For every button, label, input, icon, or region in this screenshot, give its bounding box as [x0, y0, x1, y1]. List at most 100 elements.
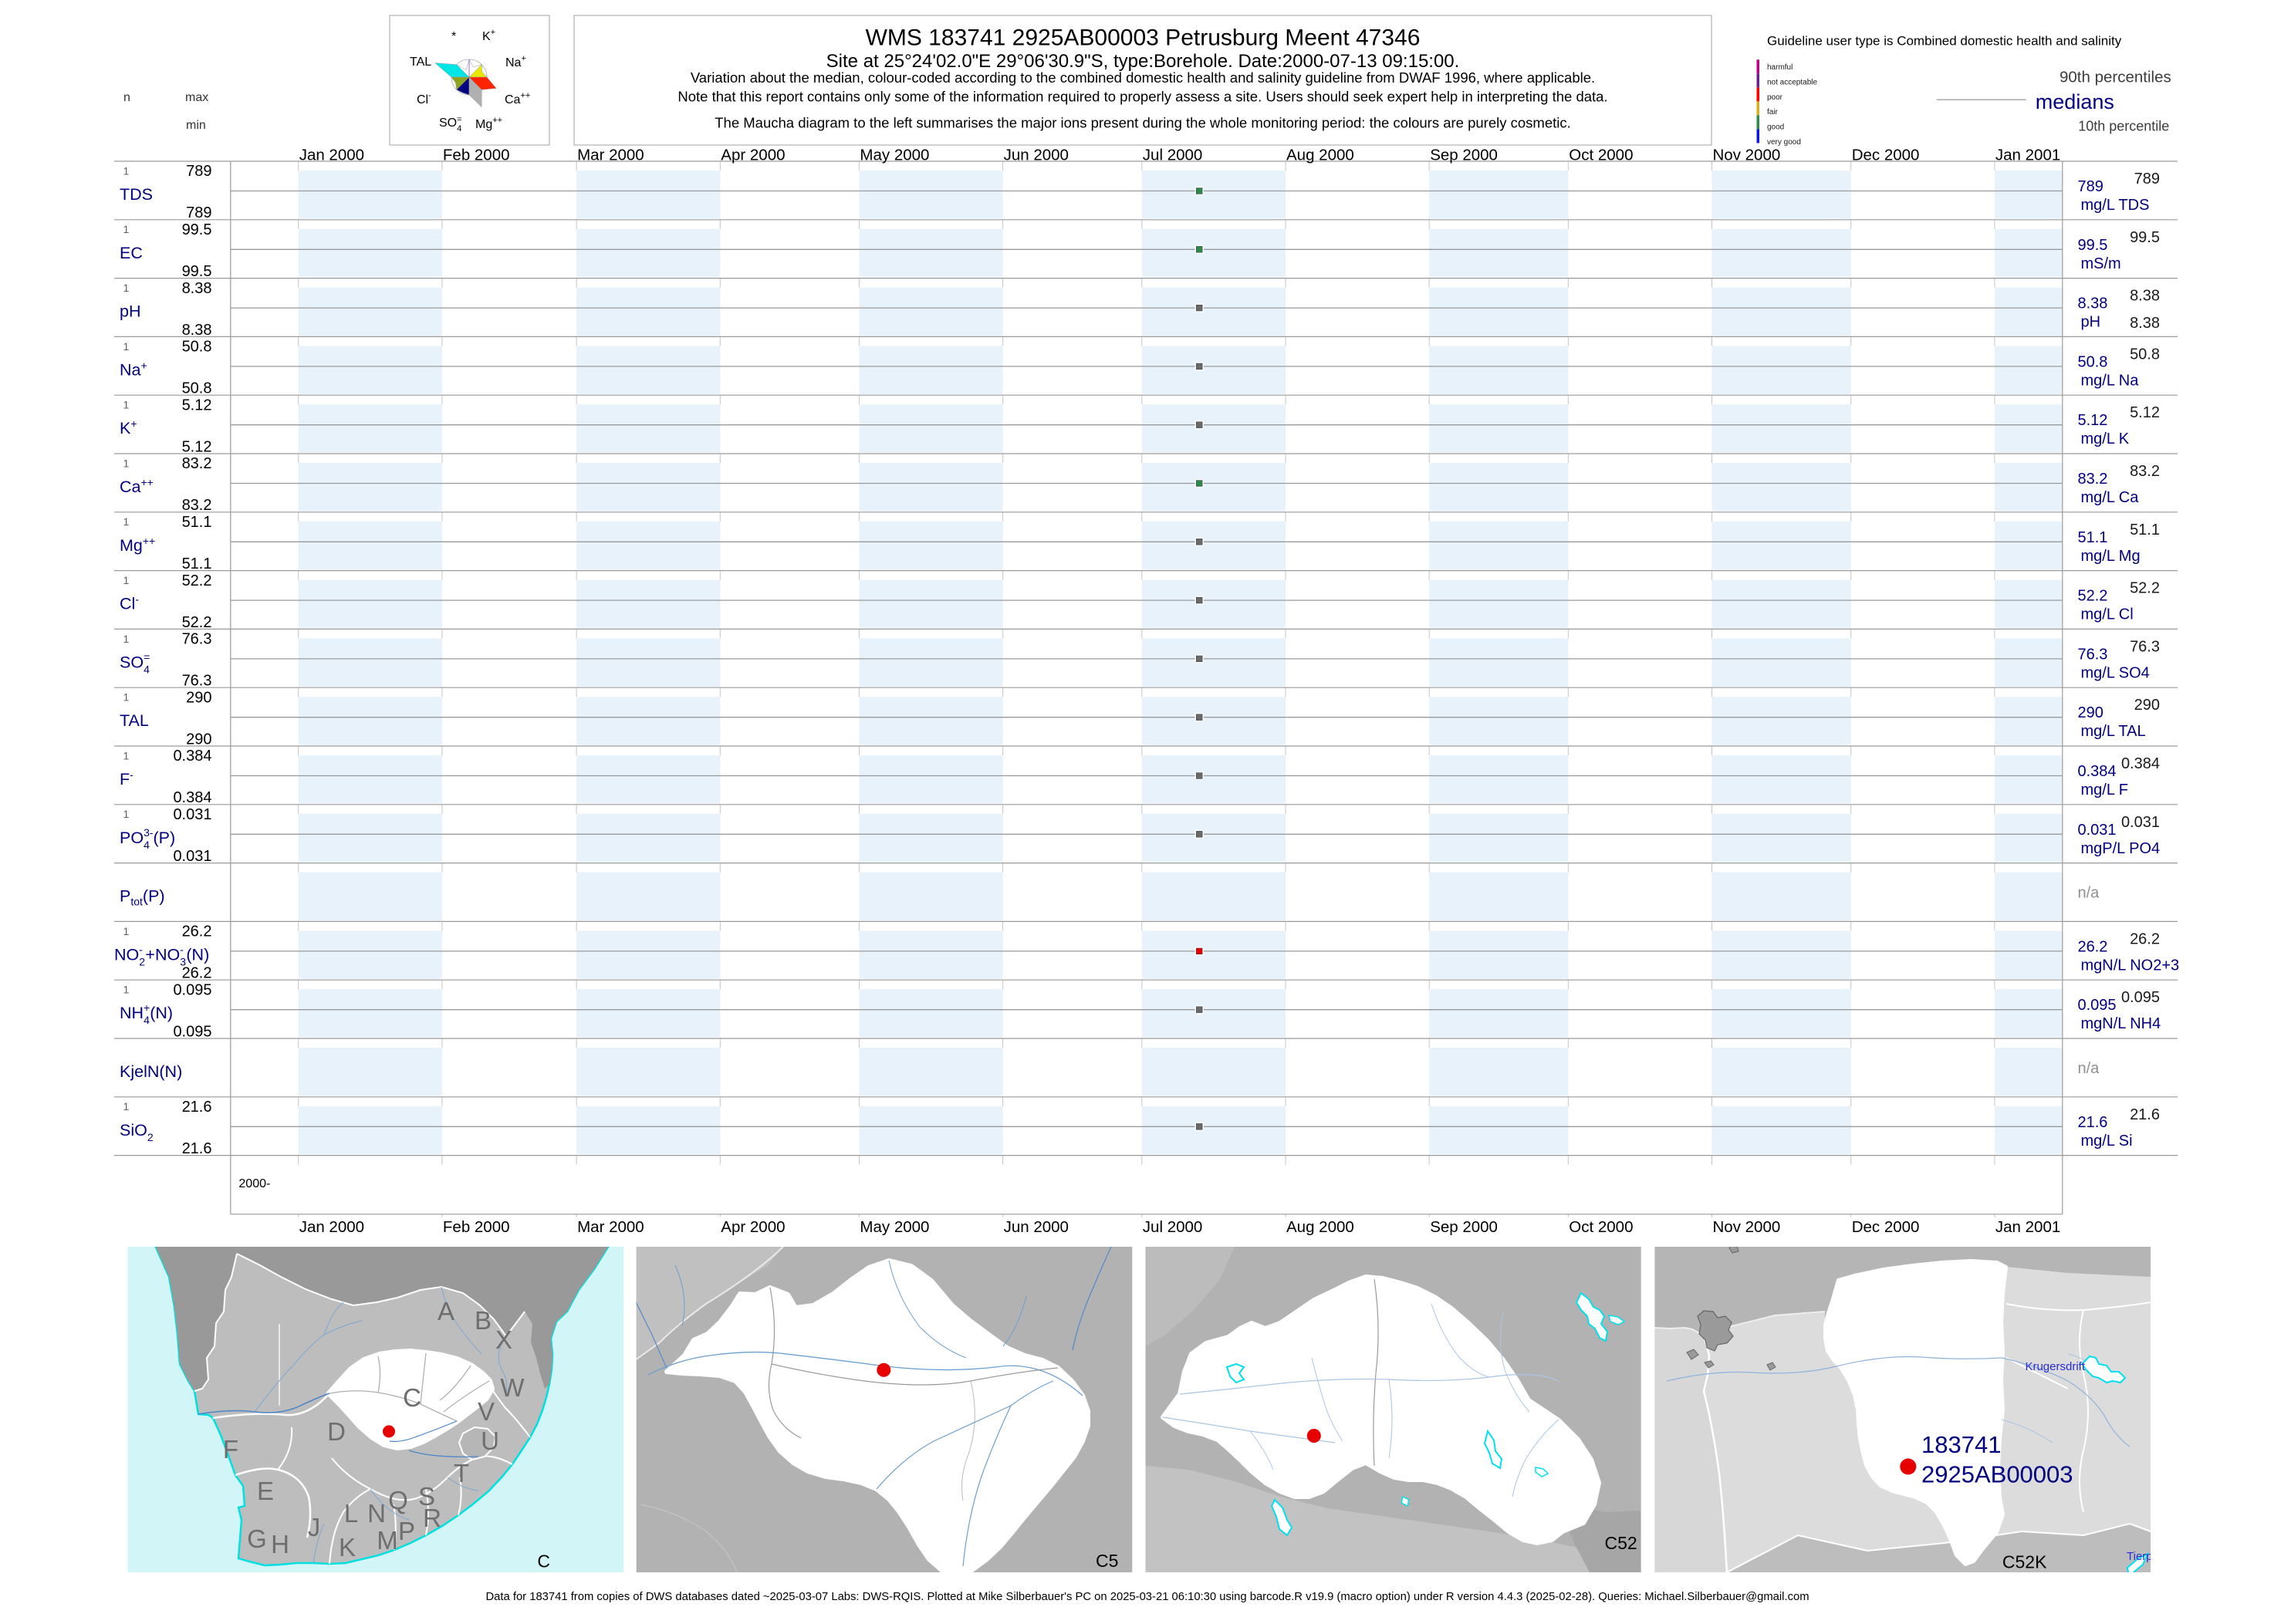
- svg-text:2925AB00003: 2925AB00003: [1921, 1461, 2073, 1488]
- svg-text:mg/L Mg: mg/L Mg: [2081, 548, 2141, 565]
- svg-text:Nov 2000: Nov 2000: [1713, 1218, 1781, 1236]
- svg-text:Note that this report contains: Note that this report contains only some…: [678, 89, 1607, 105]
- svg-text:mg/L Cl: mg/L Cl: [2081, 606, 2134, 623]
- svg-text:T: T: [454, 1459, 469, 1487]
- svg-text:mg/L SO4: mg/L SO4: [2081, 664, 2150, 681]
- svg-text:Jan 2000: Jan 2000: [299, 1218, 364, 1236]
- svg-text:Feb 2000: Feb 2000: [443, 146, 510, 164]
- svg-text:50.8: 50.8: [182, 380, 212, 397]
- svg-text:789: 789: [186, 204, 211, 221]
- svg-text:max: max: [185, 91, 208, 104]
- svg-text:8.38: 8.38: [2130, 315, 2160, 332]
- svg-text:D: D: [327, 1417, 346, 1446]
- svg-text:Krugersdrift: Krugersdrift: [2025, 1360, 2085, 1373]
- svg-text:1: 1: [123, 223, 130, 235]
- svg-text:min: min: [186, 119, 206, 132]
- svg-text:mg/L Ca: mg/L Ca: [2081, 489, 2140, 506]
- svg-text:1: 1: [123, 574, 130, 586]
- svg-text:B: B: [475, 1306, 492, 1335]
- svg-text:8.38: 8.38: [2130, 288, 2160, 305]
- svg-text:C: C: [537, 1551, 550, 1572]
- svg-text:1: 1: [123, 457, 130, 469]
- svg-text:1: 1: [123, 282, 130, 294]
- svg-text:E: E: [257, 1477, 274, 1505]
- svg-text:99.5: 99.5: [2130, 229, 2160, 246]
- svg-text:789: 789: [2134, 171, 2160, 187]
- svg-text:Aug 2000: Aug 2000: [1286, 1218, 1354, 1236]
- svg-text:1: 1: [123, 515, 130, 528]
- svg-text:52.2: 52.2: [2130, 580, 2160, 597]
- svg-text:76.3: 76.3: [182, 631, 212, 648]
- svg-text:21.6: 21.6: [2078, 1114, 2108, 1131]
- svg-text:Nov 2000: Nov 2000: [1713, 146, 1781, 164]
- svg-text:H: H: [271, 1530, 289, 1558]
- svg-text:Jun 2000: Jun 2000: [1004, 1218, 1069, 1236]
- svg-text:N: N: [367, 1499, 386, 1528]
- svg-text:M: M: [377, 1526, 398, 1555]
- svg-text:C52K: C52K: [2002, 1552, 2047, 1572]
- svg-text:X: X: [495, 1325, 512, 1354]
- svg-text:83.2: 83.2: [182, 497, 212, 514]
- svg-text:n: n: [123, 91, 130, 104]
- svg-text:0.384: 0.384: [173, 748, 211, 765]
- svg-text:10th percentile: 10th percentile: [2078, 118, 2169, 133]
- svg-text:290: 290: [2078, 704, 2103, 721]
- svg-text:mS/m: mS/m: [2081, 255, 2121, 272]
- svg-text:1: 1: [123, 808, 130, 820]
- svg-text:0.031: 0.031: [173, 806, 211, 823]
- svg-text:26.2: 26.2: [182, 923, 212, 940]
- svg-text:L: L: [344, 1499, 358, 1528]
- svg-text:2000-: 2000-: [238, 1177, 270, 1190]
- svg-text:1: 1: [123, 340, 130, 353]
- svg-text:*: *: [451, 30, 456, 43]
- svg-text:0.031: 0.031: [2121, 814, 2160, 831]
- svg-text:1: 1: [123, 1100, 130, 1112]
- svg-text:Jan 2001: Jan 2001: [1995, 1218, 2060, 1236]
- svg-text:183741: 183741: [1921, 1431, 2001, 1458]
- svg-text:PO43-(P): PO43-(P): [120, 826, 175, 851]
- svg-text:21.6: 21.6: [2130, 1106, 2160, 1123]
- svg-text:50.8: 50.8: [2078, 353, 2108, 370]
- svg-text:26.2: 26.2: [2130, 930, 2160, 947]
- svg-text:26.2: 26.2: [182, 965, 212, 982]
- svg-text:Jul 2000: Jul 2000: [1143, 146, 1203, 164]
- svg-text:Ca++: Ca++: [120, 476, 154, 496]
- svg-text:C52: C52: [1604, 1533, 1637, 1553]
- svg-text:mg/L K: mg/L K: [2081, 430, 2130, 447]
- svg-text:789: 789: [2078, 178, 2103, 195]
- svg-text:83.2: 83.2: [182, 455, 212, 472]
- svg-text:R: R: [423, 1504, 441, 1532]
- svg-text:NO2-+NO3-(N): NO2- +NO3- (N): [114, 943, 209, 967]
- svg-text:May 2000: May 2000: [860, 146, 929, 164]
- svg-text:5.12: 5.12: [182, 397, 212, 414]
- svg-text:U: U: [481, 1426, 499, 1455]
- svg-text:8.38: 8.38: [2078, 295, 2108, 312]
- svg-text:pH: pH: [2081, 314, 2101, 331]
- svg-text:Na+: Na+: [505, 54, 526, 69]
- svg-text:harmful: harmful: [1767, 63, 1793, 72]
- svg-text:n/a: n/a: [2078, 885, 2100, 902]
- svg-text:76.3: 76.3: [182, 673, 212, 690]
- svg-text:Dec 2000: Dec 2000: [1852, 146, 1920, 164]
- svg-text:1: 1: [123, 399, 130, 411]
- svg-text:Feb 2000: Feb 2000: [443, 1218, 510, 1236]
- svg-text:S: S: [418, 1482, 435, 1511]
- svg-text:0.031: 0.031: [2078, 822, 2117, 839]
- svg-text:K: K: [339, 1533, 356, 1562]
- svg-text:90th percentiles: 90th percentiles: [2060, 69, 2171, 86]
- svg-text:Jun 2000: Jun 2000: [1004, 146, 1069, 164]
- svg-text:Variation about the median, c: Variation about the median, colour-coded…: [691, 69, 1595, 86]
- svg-text:Oct 2000: Oct 2000: [1569, 1218, 1633, 1236]
- svg-text:fair: fair: [1767, 108, 1779, 116]
- svg-text:76.3: 76.3: [2130, 638, 2160, 655]
- svg-text:mgN/L NO2+3: mgN/L NO2+3: [2081, 957, 2180, 974]
- svg-text:21.6: 21.6: [182, 1140, 212, 1157]
- svg-text:Data for 183741 from copies of: Data for 183741 from copies of DWS datab…: [485, 1591, 1809, 1603]
- svg-text:G: G: [247, 1524, 267, 1553]
- svg-text:Apr 2000: Apr 2000: [721, 1218, 785, 1236]
- svg-text:Jul 2000: Jul 2000: [1143, 1218, 1203, 1236]
- svg-text:WMS 183741 2925AB00003 Petrusb: WMS 183741 2925AB00003 Petrusburg Meent …: [866, 25, 1421, 50]
- svg-text:W: W: [500, 1373, 525, 1402]
- svg-text:1: 1: [123, 633, 130, 645]
- svg-text:C5: C5: [1096, 1551, 1118, 1571]
